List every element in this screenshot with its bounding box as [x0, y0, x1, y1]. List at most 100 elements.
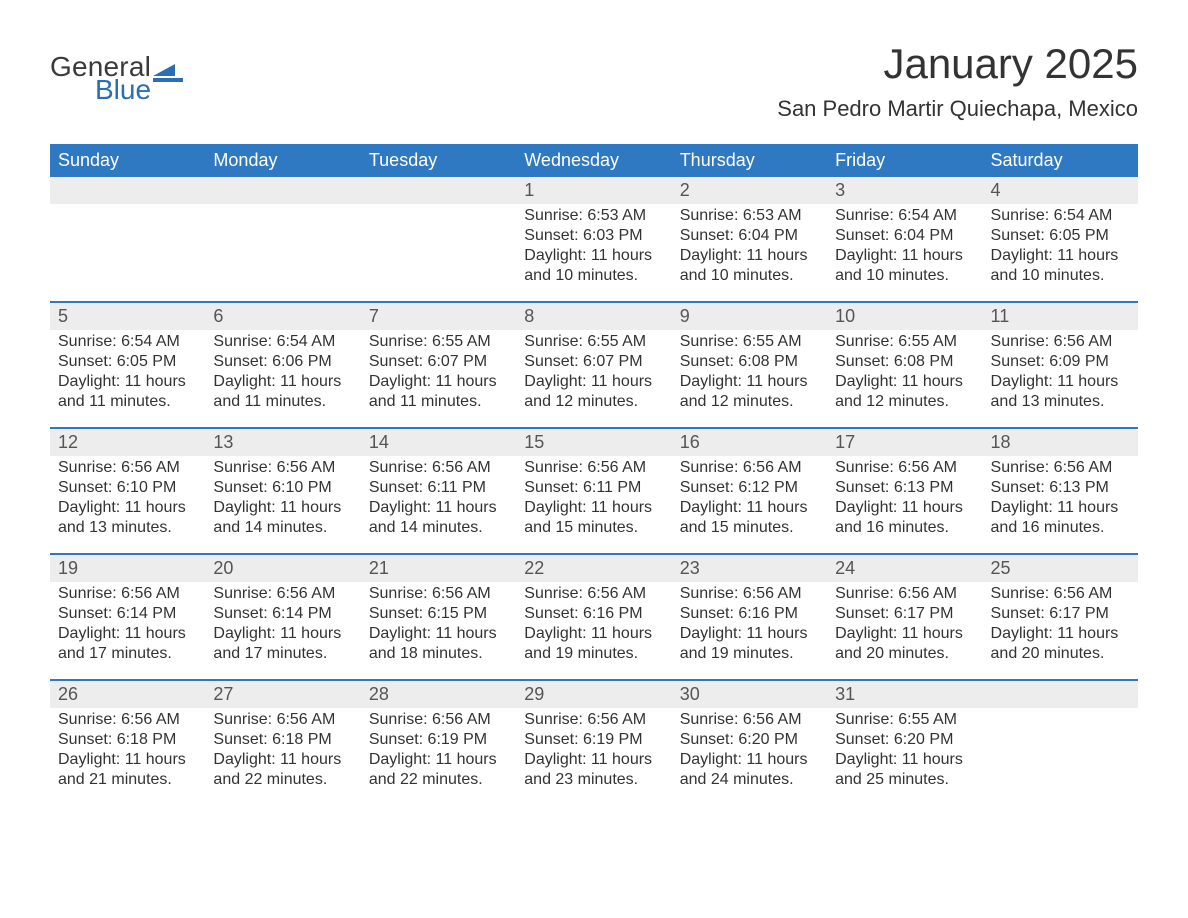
day-number: 25 — [983, 555, 1138, 582]
day-cell: 4Sunrise: 6:54 AMSunset: 6:05 PMDaylight… — [983, 177, 1138, 301]
day-sunset: Sunset: 6:13 PM — [991, 478, 1130, 498]
day-number: 19 — [50, 555, 205, 582]
day-sunrise: Sunrise: 6:56 AM — [58, 584, 197, 604]
day-d2: and 13 minutes. — [58, 518, 197, 538]
week-row: 19Sunrise: 6:56 AMSunset: 6:14 PMDayligh… — [50, 553, 1138, 679]
day-d1: Daylight: 11 hours — [835, 498, 974, 518]
day-d1: Daylight: 11 hours — [524, 624, 663, 644]
day-d1: Daylight: 11 hours — [369, 624, 508, 644]
day-body: Sunrise: 6:56 AMSunset: 6:10 PMDaylight:… — [205, 456, 360, 548]
day-cell: 10Sunrise: 6:55 AMSunset: 6:08 PMDayligh… — [827, 303, 982, 427]
day-body: Sunrise: 6:53 AMSunset: 6:04 PMDaylight:… — [672, 204, 827, 296]
day-body: Sunrise: 6:55 AMSunset: 6:08 PMDaylight:… — [672, 330, 827, 422]
brand-text: General Blue — [50, 54, 151, 102]
day-body: Sunrise: 6:56 AMSunset: 6:16 PMDaylight:… — [516, 582, 671, 674]
day-number: 12 — [50, 429, 205, 456]
day-cell: 21Sunrise: 6:56 AMSunset: 6:15 PMDayligh… — [361, 555, 516, 679]
day-sunset: Sunset: 6:10 PM — [58, 478, 197, 498]
day-sunrise: Sunrise: 6:55 AM — [524, 332, 663, 352]
day-number — [361, 177, 516, 204]
day-sunset: Sunset: 6:16 PM — [524, 604, 663, 624]
day-d1: Daylight: 11 hours — [369, 750, 508, 770]
day-sunset: Sunset: 6:20 PM — [835, 730, 974, 750]
day-number: 8 — [516, 303, 671, 330]
day-sunset: Sunset: 6:07 PM — [524, 352, 663, 372]
day-d1: Daylight: 11 hours — [835, 750, 974, 770]
day-cell: 12Sunrise: 6:56 AMSunset: 6:10 PMDayligh… — [50, 429, 205, 553]
day-body — [361, 204, 516, 216]
day-number: 22 — [516, 555, 671, 582]
day-sunrise: Sunrise: 6:54 AM — [835, 206, 974, 226]
day-number: 20 — [205, 555, 360, 582]
day-number — [205, 177, 360, 204]
day-cell: 28Sunrise: 6:56 AMSunset: 6:19 PMDayligh… — [361, 681, 516, 805]
day-body: Sunrise: 6:56 AMSunset: 6:11 PMDaylight:… — [361, 456, 516, 548]
day-sunrise: Sunrise: 6:56 AM — [991, 584, 1130, 604]
day-sunset: Sunset: 6:10 PM — [213, 478, 352, 498]
calendar: SundayMondayTuesdayWednesdayThursdayFrid… — [50, 144, 1138, 805]
day-cell: 8Sunrise: 6:55 AMSunset: 6:07 PMDaylight… — [516, 303, 671, 427]
weekday-header: Friday — [827, 144, 982, 177]
day-sunrise: Sunrise: 6:56 AM — [524, 458, 663, 478]
day-cell: 22Sunrise: 6:56 AMSunset: 6:16 PMDayligh… — [516, 555, 671, 679]
weekday-header-row: SundayMondayTuesdayWednesdayThursdayFrid… — [50, 144, 1138, 177]
day-d1: Daylight: 11 hours — [524, 246, 663, 266]
day-sunrise: Sunrise: 6:56 AM — [58, 710, 197, 730]
day-cell: 5Sunrise: 6:54 AMSunset: 6:05 PMDaylight… — [50, 303, 205, 427]
day-d1: Daylight: 11 hours — [991, 498, 1130, 518]
day-d2: and 19 minutes. — [524, 644, 663, 664]
day-sunset: Sunset: 6:20 PM — [680, 730, 819, 750]
day-cell: 27Sunrise: 6:56 AMSunset: 6:18 PMDayligh… — [205, 681, 360, 805]
day-body: Sunrise: 6:56 AMSunset: 6:17 PMDaylight:… — [827, 582, 982, 674]
day-sunrise: Sunrise: 6:54 AM — [58, 332, 197, 352]
day-sunset: Sunset: 6:16 PM — [680, 604, 819, 624]
day-number: 3 — [827, 177, 982, 204]
day-d2: and 17 minutes. — [213, 644, 352, 664]
day-number: 24 — [827, 555, 982, 582]
day-body: Sunrise: 6:55 AMSunset: 6:07 PMDaylight:… — [516, 330, 671, 422]
day-number: 21 — [361, 555, 516, 582]
day-number: 31 — [827, 681, 982, 708]
month-title: January 2025 — [777, 40, 1138, 88]
day-d2: and 25 minutes. — [835, 770, 974, 790]
day-sunset: Sunset: 6:04 PM — [680, 226, 819, 246]
day-body: Sunrise: 6:53 AMSunset: 6:03 PMDaylight:… — [516, 204, 671, 296]
day-d1: Daylight: 11 hours — [524, 750, 663, 770]
day-sunset: Sunset: 6:05 PM — [991, 226, 1130, 246]
weekday-header: Monday — [205, 144, 360, 177]
day-number: 27 — [205, 681, 360, 708]
day-number: 4 — [983, 177, 1138, 204]
day-cell: 17Sunrise: 6:56 AMSunset: 6:13 PMDayligh… — [827, 429, 982, 553]
day-body: Sunrise: 6:56 AMSunset: 6:14 PMDaylight:… — [205, 582, 360, 674]
weeks-container: 1Sunrise: 6:53 AMSunset: 6:03 PMDaylight… — [50, 177, 1138, 805]
day-sunrise: Sunrise: 6:56 AM — [213, 584, 352, 604]
brand-flag-icon — [153, 60, 187, 89]
day-sunset: Sunset: 6:14 PM — [213, 604, 352, 624]
day-sunset: Sunset: 6:19 PM — [524, 730, 663, 750]
day-cell: 2Sunrise: 6:53 AMSunset: 6:04 PMDaylight… — [672, 177, 827, 301]
day-d2: and 19 minutes. — [680, 644, 819, 664]
day-d2: and 20 minutes. — [835, 644, 974, 664]
day-d2: and 11 minutes. — [58, 392, 197, 412]
day-number: 1 — [516, 177, 671, 204]
day-sunset: Sunset: 6:05 PM — [58, 352, 197, 372]
day-number: 30 — [672, 681, 827, 708]
week-row: 5Sunrise: 6:54 AMSunset: 6:05 PMDaylight… — [50, 301, 1138, 427]
day-body: Sunrise: 6:54 AMSunset: 6:06 PMDaylight:… — [205, 330, 360, 422]
day-body: Sunrise: 6:56 AMSunset: 6:13 PMDaylight:… — [983, 456, 1138, 548]
day-d2: and 10 minutes. — [680, 266, 819, 286]
day-body: Sunrise: 6:56 AMSunset: 6:17 PMDaylight:… — [983, 582, 1138, 674]
day-cell — [205, 177, 360, 301]
day-d2: and 17 minutes. — [58, 644, 197, 664]
day-sunset: Sunset: 6:07 PM — [369, 352, 508, 372]
day-d1: Daylight: 11 hours — [835, 246, 974, 266]
day-sunset: Sunset: 6:12 PM — [680, 478, 819, 498]
day-d1: Daylight: 11 hours — [213, 624, 352, 644]
day-d2: and 20 minutes. — [991, 644, 1130, 664]
day-body — [983, 708, 1138, 720]
day-sunset: Sunset: 6:13 PM — [835, 478, 974, 498]
day-cell: 26Sunrise: 6:56 AMSunset: 6:18 PMDayligh… — [50, 681, 205, 805]
day-cell: 3Sunrise: 6:54 AMSunset: 6:04 PMDaylight… — [827, 177, 982, 301]
day-sunset: Sunset: 6:11 PM — [369, 478, 508, 498]
day-d2: and 18 minutes. — [369, 644, 508, 664]
